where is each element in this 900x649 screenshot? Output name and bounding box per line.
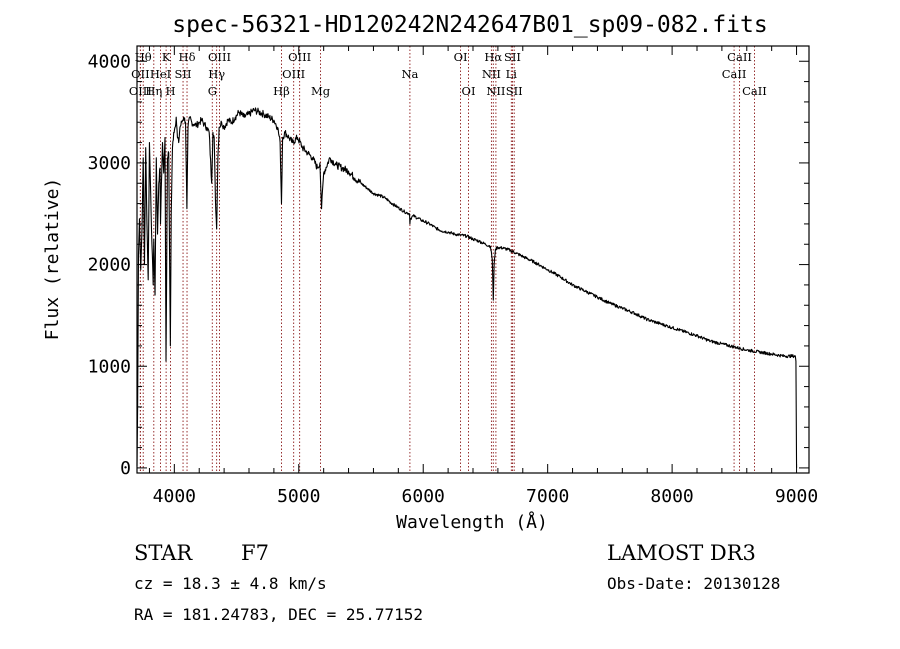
spectral-line-label: OI [462, 84, 476, 98]
spectral-line-label: K [162, 50, 171, 64]
spectral-line-label: Hβ [273, 84, 290, 98]
chart-title: spec-56321-HD120242N242647B01_sp09-082.f… [172, 12, 767, 38]
spectral-line-label: OIII [282, 67, 305, 81]
flux-series-line [136, 107, 798, 468]
x-axis-label: Wavelength (Å) [396, 511, 548, 533]
spectral-line-label: Na [401, 67, 418, 81]
x-axis-ticks: 4000 5000 6000 7000 8000 9000 [148, 46, 818, 507]
x-tick-label: 8000 [650, 486, 693, 507]
spectral-line-label: OIII [129, 84, 152, 98]
spectral-line-label: CaII [722, 67, 747, 81]
spectral-line-label: CaII [727, 50, 752, 64]
spectral-line-label: SII [175, 67, 192, 81]
spectral-line-label: H [165, 84, 175, 98]
spectral-line-label: Hγ [208, 67, 225, 81]
spectral-line-label: Li [506, 67, 518, 81]
spectral-line-markers [139, 46, 755, 473]
spectral-line-label: CaII [742, 84, 767, 98]
spectral-line-label: SII [504, 50, 521, 64]
y-axis-ticks: 0 1000 2000 3000 4000 [88, 51, 809, 479]
redshift-cz: cz = 18.3 ± 4.8 km/s [134, 574, 327, 593]
spectral-line-label: OI [454, 50, 468, 64]
x-tick-label: 7000 [526, 486, 569, 507]
spectral-line-label: Hδ [179, 50, 196, 64]
y-tick-label: 3000 [88, 153, 131, 174]
x-tick-label: 9000 [775, 486, 818, 507]
spectral-line-label: Hθ [135, 50, 152, 64]
spectral-line-label: OIII [208, 50, 231, 64]
spectral-line-label: NII [482, 67, 501, 81]
spectral-line-label: OIII [288, 50, 311, 64]
spectral-line-label: SII [506, 84, 523, 98]
observation-date: Obs-Date: 20130128 [607, 574, 780, 593]
coordinates: RA = 181.24783, DEC = 25.77152 [134, 605, 423, 624]
spectral-line-label: NII [486, 84, 505, 98]
spectral-line-label: Hη [145, 84, 162, 98]
y-tick-label: 2000 [88, 255, 131, 276]
spectral-line-label: HeI [150, 67, 171, 81]
spectral-line-label: G [208, 84, 217, 98]
y-axis-label: Flux (relative) [42, 178, 63, 341]
x-tick-label: 6000 [402, 486, 445, 507]
spectral-line-label: OII [131, 67, 150, 81]
object-class: STAR [134, 541, 193, 565]
y-tick-label: 1000 [88, 356, 131, 377]
x-tick-label: 5000 [277, 486, 320, 507]
y-tick-label: 0 [120, 458, 131, 479]
spectral-line-label: Hα [484, 50, 502, 64]
x-tick-label: 4000 [153, 486, 196, 507]
spectral-line-label: Mg [311, 84, 331, 98]
y-tick-label: 4000 [88, 51, 131, 72]
subclass: F7 [241, 541, 269, 565]
survey-name: LAMOST DR3 [607, 541, 756, 565]
